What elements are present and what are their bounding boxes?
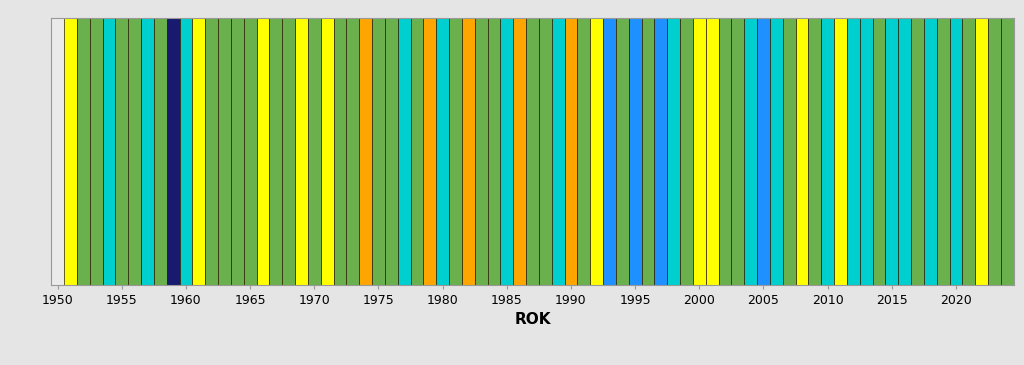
Bar (821, 18, 835, 285)
Bar (1000, 18, 1014, 285)
Bar (860, 18, 872, 285)
Bar (552, 18, 564, 285)
Bar (693, 18, 706, 285)
Bar (654, 18, 668, 285)
Bar (898, 18, 911, 285)
Bar (668, 18, 680, 285)
Bar (423, 18, 436, 285)
X-axis label: ROK: ROK (514, 312, 551, 327)
Bar (911, 18, 924, 285)
Bar (154, 18, 167, 285)
Bar (782, 18, 796, 285)
Bar (886, 18, 898, 285)
Bar (244, 18, 257, 285)
Bar (590, 18, 603, 285)
Bar (77, 18, 90, 285)
Bar (385, 18, 397, 285)
Bar (501, 18, 513, 285)
Bar (487, 18, 501, 285)
Bar (770, 18, 782, 285)
Bar (757, 18, 770, 285)
Bar (283, 18, 295, 285)
Bar (116, 18, 128, 285)
Bar (719, 18, 731, 285)
Bar (218, 18, 230, 285)
Bar (526, 18, 539, 285)
Bar (436, 18, 450, 285)
Bar (680, 18, 693, 285)
Bar (872, 18, 886, 285)
Bar (193, 18, 205, 285)
Bar (230, 18, 244, 285)
Bar (257, 18, 269, 285)
Bar (308, 18, 321, 285)
Bar (924, 18, 937, 285)
Bar (963, 18, 975, 285)
Bar (835, 18, 847, 285)
Bar (988, 18, 1000, 285)
Bar (975, 18, 988, 285)
Bar (102, 18, 116, 285)
Bar (578, 18, 590, 285)
Bar (731, 18, 744, 285)
Bar (205, 18, 218, 285)
Bar (539, 18, 552, 285)
Bar (321, 18, 334, 285)
Bar (141, 18, 154, 285)
Bar (359, 18, 372, 285)
Bar (179, 18, 193, 285)
Bar (808, 18, 821, 285)
Bar (269, 18, 283, 285)
Bar (642, 18, 654, 285)
Bar (334, 18, 346, 285)
Bar (346, 18, 359, 285)
Bar (411, 18, 423, 285)
Bar (615, 18, 629, 285)
Bar (450, 18, 462, 285)
Bar (372, 18, 385, 285)
Bar (629, 18, 642, 285)
Bar (744, 18, 757, 285)
Bar (128, 18, 141, 285)
Bar (796, 18, 808, 285)
Bar (462, 18, 475, 285)
Bar (397, 18, 411, 285)
Bar (65, 18, 77, 285)
Bar (847, 18, 860, 285)
Bar (949, 18, 963, 285)
Bar (937, 18, 949, 285)
Bar (167, 18, 179, 285)
Bar (564, 18, 578, 285)
Bar (706, 18, 719, 285)
Bar (513, 18, 526, 285)
Bar (475, 18, 487, 285)
Bar (603, 18, 615, 285)
Bar (295, 18, 308, 285)
Bar (90, 18, 102, 285)
